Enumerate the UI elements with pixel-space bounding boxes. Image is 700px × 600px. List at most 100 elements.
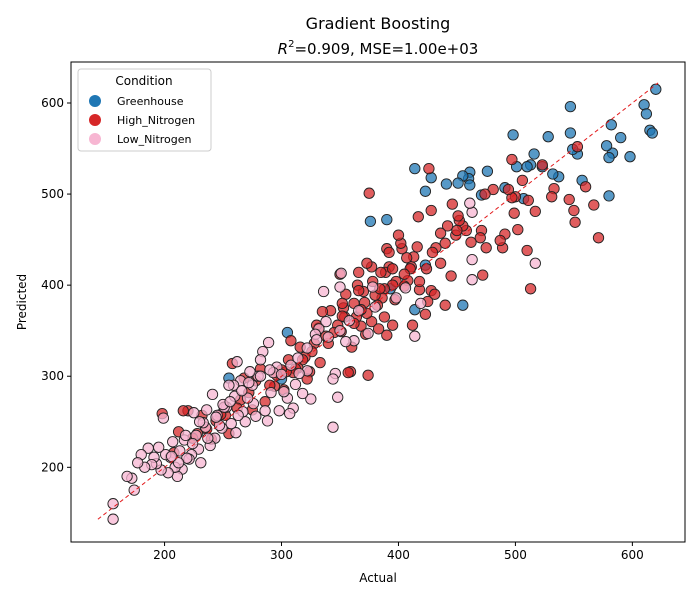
data-point [411, 241, 423, 253]
data-point [335, 267, 347, 279]
data-point [479, 188, 491, 200]
data-point [452, 177, 464, 189]
data-point [342, 366, 354, 379]
data-point [420, 263, 433, 275]
data-point [464, 179, 476, 191]
data-point [224, 396, 236, 408]
data-point [528, 148, 540, 160]
data-point [413, 275, 426, 288]
data-point [439, 237, 451, 249]
y-tick-label: 600 [41, 96, 64, 110]
data-point [406, 319, 419, 331]
data-point [231, 356, 243, 368]
data-point [223, 379, 235, 391]
legend-entries: Greenhouse High_Nitrogen Low_Nitrogen [89, 95, 195, 146]
data-point [516, 174, 529, 187]
data-point [353, 284, 365, 297]
data-point [343, 315, 355, 327]
data-point [230, 427, 242, 439]
x-axis-label: Actual [359, 571, 397, 585]
data-point [107, 513, 119, 525]
data-point [600, 140, 613, 152]
y-axis-ticks: 200 300 400 500 600 [41, 96, 71, 474]
data-point [615, 131, 627, 144]
data-point [464, 197, 476, 209]
data-point [569, 216, 581, 228]
data-point [186, 437, 199, 450]
data-point [441, 220, 454, 232]
data-point [381, 213, 393, 226]
points-layer [107, 83, 662, 525]
data-point [419, 308, 432, 320]
data-point [415, 297, 427, 310]
data-point [121, 470, 133, 483]
data-point [386, 319, 399, 331]
data-point [142, 442, 154, 454]
data-point [372, 323, 385, 335]
x-tick-label: 300 [270, 548, 293, 562]
data-point [440, 178, 453, 190]
data-point [390, 292, 402, 304]
data-point [262, 336, 275, 349]
data-point [434, 227, 447, 239]
data-point [529, 257, 541, 269]
y-axis-label: Predicted [15, 274, 29, 330]
data-point [364, 215, 377, 228]
data-point [381, 329, 393, 341]
data-point [193, 416, 206, 428]
data-point [327, 373, 339, 385]
data-point [451, 224, 463, 237]
data-point [264, 364, 276, 376]
data-point [588, 199, 600, 211]
data-point [423, 162, 435, 175]
legend-title: Condition [115, 74, 172, 88]
data-point [334, 281, 346, 293]
data-point [232, 409, 244, 422]
data-point [273, 405, 285, 417]
data-point [480, 242, 492, 254]
data-point [399, 282, 412, 294]
data-point [172, 457, 185, 469]
data-point [521, 244, 533, 257]
data-point [317, 285, 330, 298]
data-point [353, 266, 365, 279]
data-point [316, 305, 329, 318]
legend: Condition Greenhouse High_Nitrogen Low_Nit… [77, 68, 212, 152]
data-point [293, 367, 305, 380]
data-point [254, 370, 267, 382]
data-point [363, 187, 375, 199]
data-point [340, 335, 352, 348]
data-point [419, 185, 432, 197]
legend-label: Low_Nitrogen [117, 133, 192, 146]
legend-marker [89, 95, 101, 107]
data-point [398, 268, 410, 280]
data-point [603, 190, 615, 202]
data-point [320, 315, 332, 328]
data-point [466, 253, 478, 266]
data-point [265, 386, 277, 399]
data-point [362, 327, 374, 340]
data-point [445, 270, 457, 282]
data-point [568, 204, 580, 217]
data-point [603, 151, 615, 164]
data-point [236, 385, 248, 397]
data-point [446, 198, 458, 210]
x-tick-label: 600 [621, 548, 644, 562]
data-point [375, 266, 387, 279]
data-point [310, 334, 323, 346]
data-point [327, 421, 339, 433]
data-point [409, 162, 421, 175]
data-point [392, 229, 405, 241]
plot-frame [70, 61, 686, 543]
data-point [206, 388, 219, 401]
data-point [292, 352, 304, 364]
data-point [289, 378, 302, 391]
subtitle-metrics: =0.909, MSE=1.00e+03 [294, 40, 478, 58]
data-point [314, 356, 326, 369]
y-tick-label: 300 [41, 369, 64, 383]
data-point [353, 305, 365, 317]
data-point [383, 246, 395, 259]
legend-marker [89, 133, 101, 145]
data-point [605, 119, 617, 131]
